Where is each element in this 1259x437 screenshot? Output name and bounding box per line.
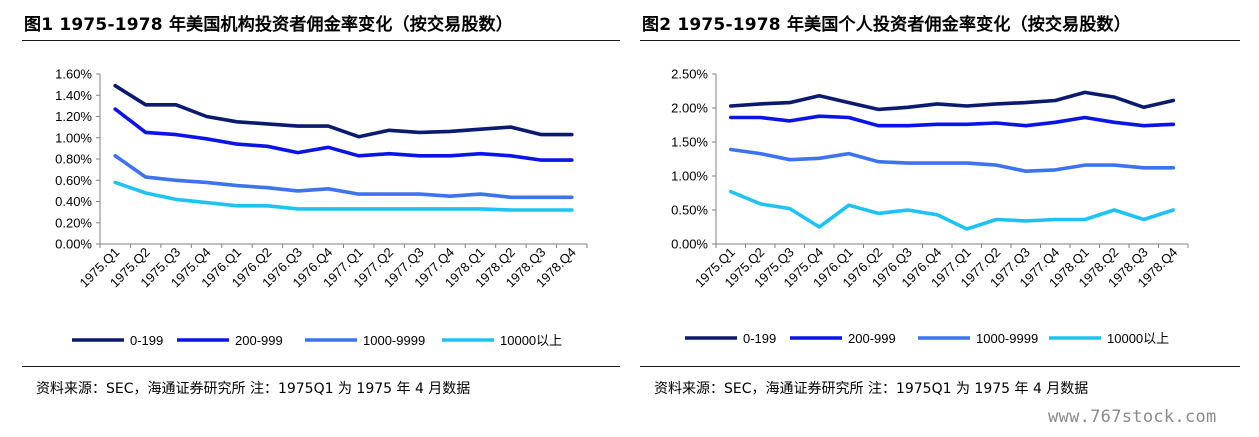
legend-label: 10000以上 bbox=[500, 333, 562, 348]
legend-label: 1000-9999 bbox=[363, 333, 425, 348]
y-tick-label: 2.50% bbox=[671, 67, 708, 82]
series-line-4 bbox=[729, 189, 1176, 231]
y-tick-label: 0.40% bbox=[55, 194, 92, 209]
y-tick-label: 0.50% bbox=[671, 203, 708, 218]
y-tick-label: 1.40% bbox=[55, 88, 92, 103]
y-tick-label: 0.80% bbox=[55, 152, 92, 167]
legend-label: 200-999 bbox=[848, 331, 896, 346]
series-line-3 bbox=[729, 147, 1176, 173]
source-rule bbox=[640, 366, 1240, 367]
watermark: www.767stock.com bbox=[1048, 407, 1217, 427]
y-tick-label: 0.00% bbox=[55, 237, 92, 252]
figure-title: 图1 1975-1978 年美国机构投资者佣金率变化（按交易股数） bbox=[24, 15, 513, 35]
legend-label: 0-199 bbox=[743, 331, 776, 346]
series-line-2 bbox=[729, 114, 1176, 128]
line-chart-institutional: 0.00% 0.20% 0.40% 0.60% 0.80% 1.00% 1.20% 1.40%… bbox=[55, 67, 588, 348]
series-line-1 bbox=[729, 90, 1176, 112]
y-tick-label: 0.20% bbox=[55, 215, 92, 230]
y-tick-label: 1.20% bbox=[55, 109, 92, 124]
series-line-1 bbox=[113, 83, 574, 139]
figure-title: 图2 1975-1978 年美国个人投资者佣金率变化（按交易股数） bbox=[642, 15, 1131, 35]
source-rule bbox=[22, 366, 620, 367]
line-chart-individual: 0.00%0.50%1.00%1.50%2.00%2.50%1975.Q1197… bbox=[671, 67, 1189, 346]
y-tick-label: 1.00% bbox=[55, 130, 92, 145]
series-line-4 bbox=[113, 180, 574, 212]
y-tick-label: 1.50% bbox=[671, 135, 708, 150]
y-tick-label: 0.60% bbox=[55, 173, 92, 188]
y-tick-label: 0.00% bbox=[671, 237, 708, 252]
title-rule bbox=[640, 40, 1240, 41]
series-line-3 bbox=[113, 154, 574, 200]
source-note: 资料来源：SEC，海通证券研究所 注：1975Q1 为 1975 年 4 月数据 bbox=[36, 381, 471, 397]
legend-label: 10000以上 bbox=[1107, 331, 1169, 346]
y-tick-label: 1.00% bbox=[671, 169, 708, 184]
legend-label: 1000-9999 bbox=[976, 331, 1038, 346]
title-rule bbox=[22, 40, 620, 41]
source-note: 资料来源：SEC，海通证券研究所 注：1975Q1 为 1975 年 4 月数据 bbox=[654, 381, 1089, 397]
series-line-2 bbox=[113, 107, 574, 162]
legend-label: 200-999 bbox=[235, 333, 283, 348]
y-tick-label: 1.60% bbox=[55, 67, 92, 82]
y-tick-label: 2.00% bbox=[671, 101, 708, 116]
legend-label: 0-199 bbox=[130, 333, 163, 348]
chart-panel-individual: 图2 1975-1978 年美国个人投资者佣金率变化（按交易股数） 0.00% 0… bbox=[640, 0, 1240, 410]
chart-panel-institutional: 图1 1975-1978 年美国机构投资者佣金率变化（按交易股数） 0.00% 0… bbox=[22, 0, 620, 410]
